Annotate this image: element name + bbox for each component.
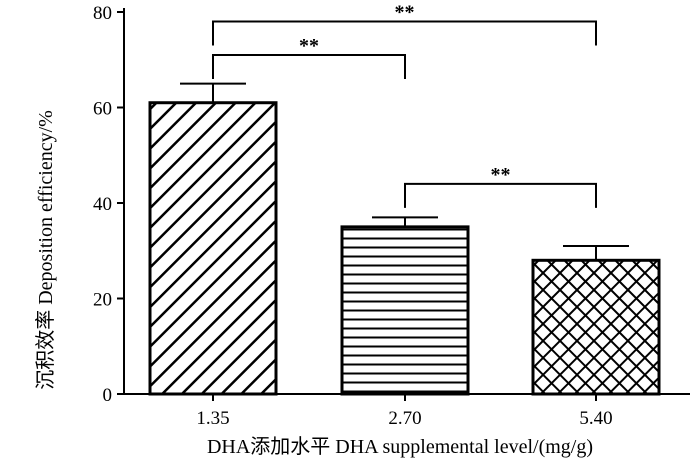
y-tick-label: 80 <box>93 3 112 24</box>
significance-label: ** <box>299 35 319 57</box>
x-tick-label: 1.35 <box>196 408 229 429</box>
x-tick-label: 5.40 <box>579 408 612 429</box>
bar-2.70 <box>340 225 470 396</box>
y-axis-title: 沉积效率 Deposition efficiency/% <box>34 110 57 390</box>
y-tick-label: 0 <box>103 385 113 406</box>
bar-1.35 <box>148 101 278 396</box>
significance-bracket <box>404 182 597 208</box>
significance-bracket <box>212 53 406 79</box>
y-tick-label: 20 <box>93 290 112 311</box>
y-tick-label: 40 <box>93 194 112 215</box>
significance-label: ** <box>395 2 415 24</box>
y-tick-label: 60 <box>93 99 112 120</box>
bar-5.40 <box>531 258 661 396</box>
significance-label: ** <box>491 164 511 186</box>
x-tick-label: 2.70 <box>388 408 421 429</box>
significance-bracket <box>212 20 597 46</box>
x-axis-title: DHA添加水平 DHA supplemental level/(mg/g) <box>207 435 593 458</box>
